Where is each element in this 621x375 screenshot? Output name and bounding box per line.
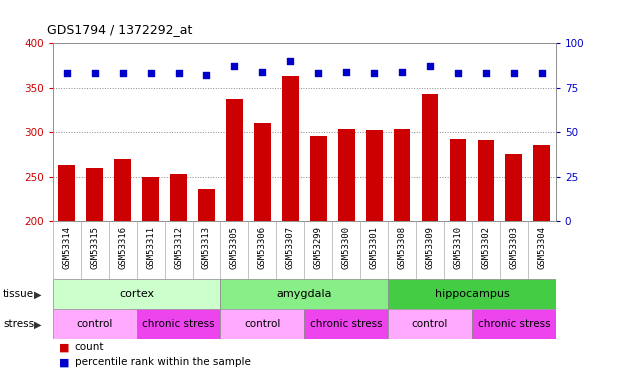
Bar — [478, 140, 494, 221]
Bar — [388, 309, 472, 339]
Point — [173, 70, 183, 76]
Point — [313, 70, 323, 76]
Point — [145, 70, 155, 76]
Text: GSM53315: GSM53315 — [90, 226, 99, 269]
Text: GSM53305: GSM53305 — [230, 226, 239, 269]
Text: GSM53304: GSM53304 — [537, 226, 546, 269]
Text: ■: ■ — [59, 357, 70, 368]
Text: ▶: ▶ — [34, 320, 42, 329]
Text: ▶: ▶ — [34, 290, 42, 299]
Text: GSM53307: GSM53307 — [286, 226, 295, 269]
Bar — [310, 136, 327, 221]
Bar — [422, 94, 438, 221]
Point — [229, 63, 239, 69]
Text: GSM53306: GSM53306 — [258, 226, 267, 269]
Text: GSM53301: GSM53301 — [369, 226, 379, 269]
Text: GSM53311: GSM53311 — [146, 226, 155, 269]
Text: stress: stress — [3, 320, 34, 329]
Point — [537, 70, 546, 76]
Point — [117, 70, 127, 76]
Bar — [114, 159, 131, 221]
Bar — [198, 189, 215, 221]
Bar — [254, 123, 271, 221]
Text: GSM53316: GSM53316 — [118, 226, 127, 269]
Bar — [338, 129, 355, 221]
Point — [509, 70, 519, 76]
Bar — [137, 309, 220, 339]
Bar — [304, 309, 388, 339]
Point — [425, 63, 435, 69]
Text: control: control — [244, 320, 281, 329]
Text: chronic stress: chronic stress — [142, 320, 215, 329]
Text: GDS1794 / 1372292_at: GDS1794 / 1372292_at — [47, 24, 192, 36]
Text: GSM53312: GSM53312 — [174, 226, 183, 269]
Text: GSM53300: GSM53300 — [342, 226, 351, 269]
Text: tissue: tissue — [3, 290, 34, 299]
Point — [285, 58, 295, 64]
Bar — [58, 165, 75, 221]
Bar — [533, 145, 550, 221]
Point — [61, 70, 71, 76]
Point — [453, 70, 463, 76]
Text: GSM53308: GSM53308 — [397, 226, 407, 269]
Point — [341, 69, 351, 75]
Point — [201, 72, 211, 78]
Bar — [472, 309, 556, 339]
Point — [89, 70, 99, 76]
Text: ■: ■ — [59, 342, 70, 352]
Text: chronic stress: chronic stress — [310, 320, 383, 329]
Text: amygdala: amygdala — [276, 290, 332, 299]
Text: count: count — [75, 342, 104, 352]
Text: GSM53313: GSM53313 — [202, 226, 211, 269]
Bar — [388, 279, 556, 309]
Text: GSM53299: GSM53299 — [314, 226, 323, 269]
Point — [369, 70, 379, 76]
Text: GSM53310: GSM53310 — [453, 226, 463, 269]
Text: percentile rank within the sample: percentile rank within the sample — [75, 357, 250, 368]
Point — [397, 69, 407, 75]
Bar — [86, 168, 103, 221]
Bar — [53, 309, 137, 339]
Bar — [394, 129, 410, 221]
Bar — [450, 140, 466, 221]
Text: GSM53302: GSM53302 — [481, 226, 491, 269]
Bar — [142, 177, 159, 221]
Text: cortex: cortex — [119, 290, 154, 299]
Bar — [170, 174, 187, 221]
Text: control: control — [76, 320, 113, 329]
Text: chronic stress: chronic stress — [478, 320, 550, 329]
Bar — [505, 154, 522, 221]
Text: GSM53303: GSM53303 — [509, 226, 519, 269]
Text: hippocampus: hippocampus — [435, 290, 509, 299]
Point — [481, 70, 491, 76]
Text: GSM53314: GSM53314 — [62, 226, 71, 269]
Point — [257, 69, 267, 75]
Bar — [366, 130, 383, 221]
Text: control: control — [412, 320, 448, 329]
Bar — [220, 279, 388, 309]
Bar — [53, 279, 220, 309]
Bar — [282, 76, 299, 221]
Bar — [226, 99, 243, 221]
Bar — [220, 309, 304, 339]
Text: GSM53309: GSM53309 — [425, 226, 435, 269]
